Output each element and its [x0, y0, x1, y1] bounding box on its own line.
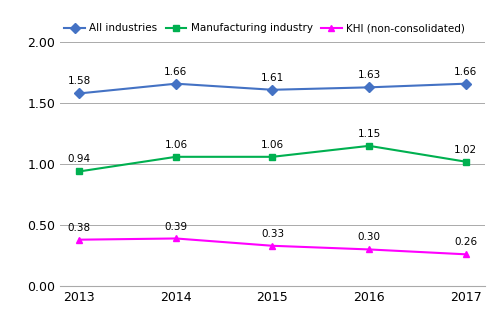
Manufacturing industry: [173, 155, 179, 159]
KHI (non-consolidated): [366, 248, 372, 252]
Text: 1.02: 1.02: [454, 145, 477, 155]
KHI (non-consolidated): [462, 252, 468, 256]
All industries: [76, 92, 82, 96]
Manufacturing industry: [366, 144, 372, 148]
Line: Manufacturing industry: Manufacturing industry: [76, 142, 469, 175]
Line: All industries: All industries: [76, 80, 469, 97]
Line: KHI (non-consolidated): KHI (non-consolidated): [76, 235, 469, 258]
All industries: [173, 82, 179, 85]
Manufacturing industry: [462, 160, 468, 164]
Manufacturing industry: [270, 155, 276, 159]
Legend: All industries, Manufacturing industry, KHI (non-consolidated): All industries, Manufacturing industry, …: [60, 19, 469, 37]
Text: 0.39: 0.39: [164, 222, 188, 231]
Text: 0.38: 0.38: [68, 223, 91, 233]
Text: 1.66: 1.66: [454, 67, 477, 77]
Text: 0.33: 0.33: [261, 229, 284, 239]
Text: 1.58: 1.58: [68, 76, 91, 86]
All industries: [366, 85, 372, 89]
Manufacturing industry: [76, 170, 82, 174]
Text: 1.66: 1.66: [164, 67, 188, 77]
Text: 0.94: 0.94: [68, 154, 91, 164]
Text: 1.15: 1.15: [358, 129, 380, 139]
KHI (non-consolidated): [173, 237, 179, 240]
Text: 1.61: 1.61: [261, 73, 284, 83]
Text: 0.30: 0.30: [358, 232, 380, 242]
All industries: [270, 88, 276, 92]
KHI (non-consolidated): [270, 244, 276, 248]
Text: 0.26: 0.26: [454, 237, 477, 247]
Text: 1.63: 1.63: [358, 71, 380, 80]
Text: 1.06: 1.06: [261, 140, 284, 150]
Text: 1.06: 1.06: [164, 140, 188, 150]
All industries: [462, 82, 468, 85]
KHI (non-consolidated): [76, 238, 82, 242]
